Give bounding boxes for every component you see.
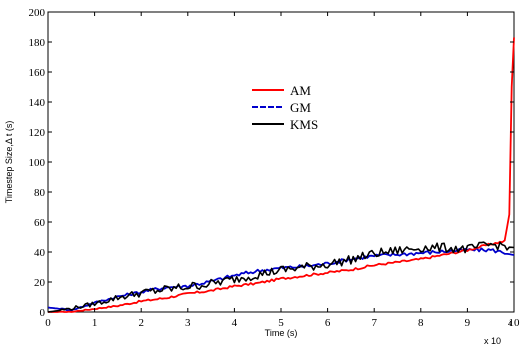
y-tick-label: 40 bbox=[34, 247, 46, 259]
series-layer bbox=[48, 38, 514, 313]
x-exponent-label: x 10 bbox=[484, 336, 501, 344]
x-exponent-power: 4 bbox=[508, 321, 512, 328]
y-axis-label: Timestep Size,Δ t (s) bbox=[4, 121, 14, 204]
legend-label-am: AM bbox=[290, 83, 311, 98]
y-tick-label: 100 bbox=[29, 157, 46, 169]
x-tick-label: 9 bbox=[465, 317, 471, 329]
x-tick-label: 8 bbox=[418, 317, 424, 329]
y-tick-label: 180 bbox=[29, 37, 46, 49]
y-tick-label: 0 bbox=[40, 307, 46, 319]
y-tick-label: 20 bbox=[34, 277, 46, 289]
y-tick-label: 80 bbox=[34, 187, 46, 199]
legend-label-gm: GM bbox=[290, 100, 311, 115]
legend: AM GM KMS bbox=[252, 83, 318, 132]
y-tick-label: 120 bbox=[29, 127, 46, 139]
y-tick-label: 160 bbox=[29, 67, 46, 79]
y-tick-label: 60 bbox=[34, 217, 46, 229]
x-tick-label: 7 bbox=[371, 317, 377, 329]
series-line-gm bbox=[48, 248, 514, 311]
y-tick-label: 200 bbox=[29, 7, 46, 19]
x-tick-label: 6 bbox=[325, 317, 331, 329]
x-axis-label: Time (s) bbox=[265, 328, 298, 338]
x-tick-label: 4 bbox=[232, 317, 238, 329]
series-line-am bbox=[48, 38, 514, 313]
y-tick-label: 140 bbox=[29, 97, 46, 109]
x-tick-label: 2 bbox=[138, 317, 144, 329]
x-tick-label: 3 bbox=[185, 317, 191, 329]
x-tick-label: 0 bbox=[45, 317, 51, 329]
x-tick-label: 1 bbox=[92, 317, 98, 329]
legend-label-kms: KMS bbox=[290, 117, 318, 132]
